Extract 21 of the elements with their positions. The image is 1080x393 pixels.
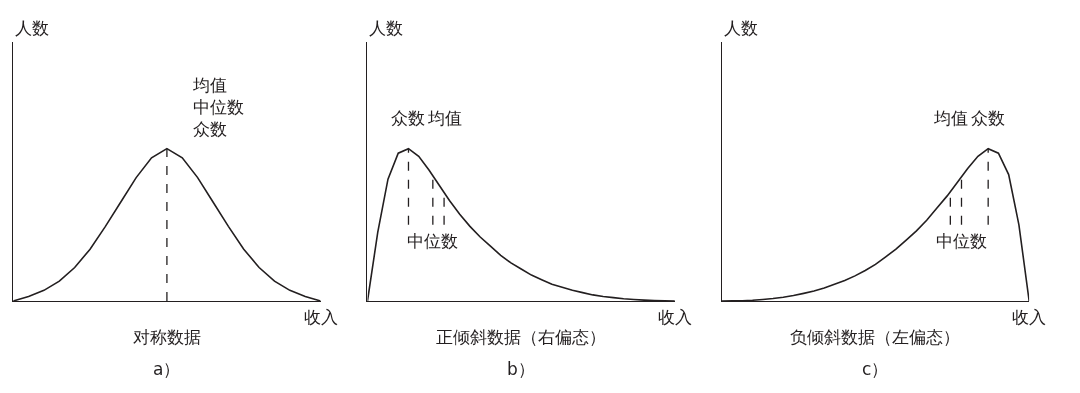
- text: 对称数据: [133, 327, 201, 347]
- x-axis-title: 收入: [304, 307, 338, 327]
- text: a）: [153, 359, 181, 379]
- x-axis-title: 收入: [1012, 307, 1046, 327]
- text: 均值: [427, 108, 462, 128]
- text: 众数: [971, 108, 1005, 128]
- y-axis-title: 人数: [15, 18, 49, 38]
- y-axis-title: 人数: [369, 18, 403, 38]
- text: b）: [507, 359, 535, 379]
- text: 众数: [193, 119, 227, 140]
- text: 均值: [933, 108, 968, 128]
- annotation: 中位数: [407, 231, 458, 251]
- text: 均值: [192, 75, 227, 95]
- y-axis-title: 人数: [724, 18, 758, 38]
- text: 众数: [391, 108, 425, 128]
- x-axis-title: 收入: [658, 307, 692, 327]
- text: 中位数: [193, 97, 244, 118]
- text: 正倾斜数据（右偏态）: [436, 327, 606, 347]
- text: c）: [862, 359, 889, 379]
- text: 负倾斜数据（左偏态）: [790, 327, 960, 347]
- annotation: 中位数: [936, 231, 987, 251]
